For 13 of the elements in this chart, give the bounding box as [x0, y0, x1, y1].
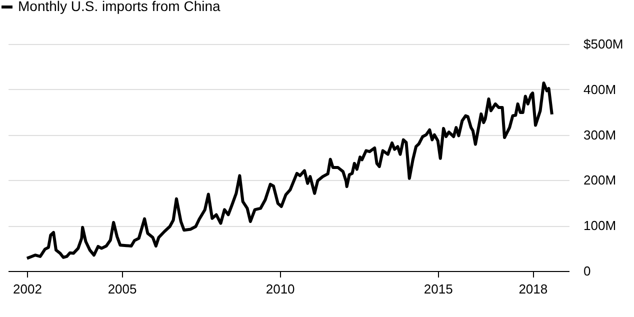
y-tick-label: 300M [584, 127, 616, 142]
y-tick-label: 400M [584, 82, 616, 97]
x-tick-label: 2002 [13, 282, 42, 296]
x-tick-label: 2010 [266, 282, 295, 296]
legend-label: Monthly U.S. imports from China [18, 0, 220, 14]
y-tick-label: $500M [584, 36, 624, 52]
x-tick-label: 2018 [518, 282, 548, 296]
x-tick-label: 2015 [424, 282, 453, 296]
x-tick-label: 2005 [108, 282, 137, 296]
y-tick-label: 0 [584, 264, 591, 278]
y-tick-label: 100M [584, 218, 616, 234]
y-tick-label: 200M [584, 172, 616, 188]
line-series [25, 82, 554, 260]
